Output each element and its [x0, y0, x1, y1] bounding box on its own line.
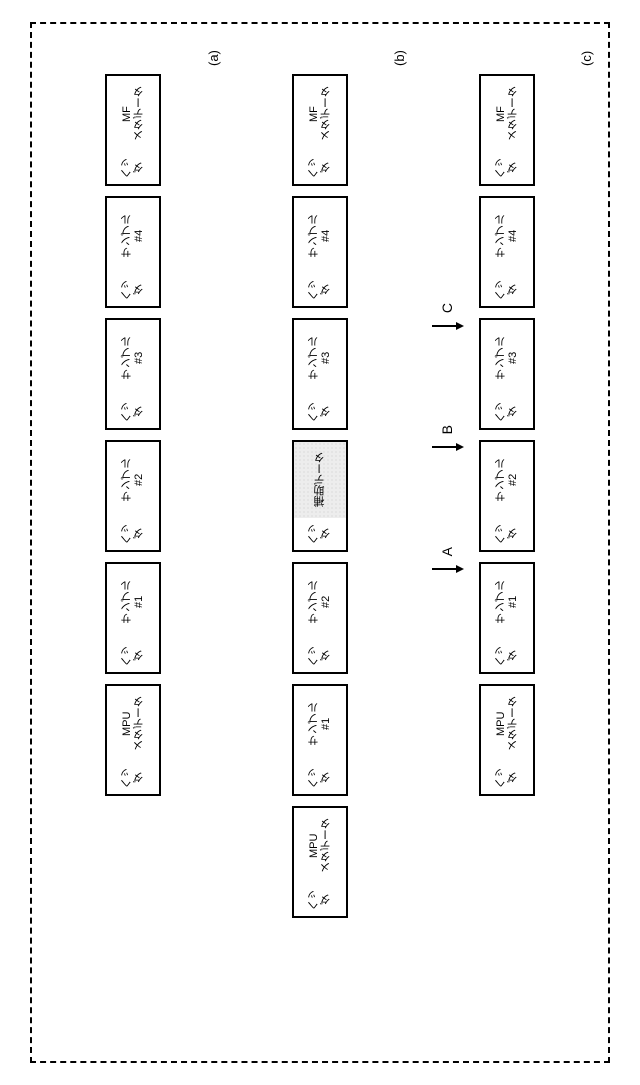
header-cell: ヘッダ: [105, 640, 161, 674]
header-cell: ヘッダ: [479, 640, 535, 674]
body-cell: サンプル #4: [479, 196, 535, 274]
unit: ヘッダ サンプル #2: [479, 440, 535, 552]
body-cell: サンプル #2: [292, 562, 348, 640]
header-cell: ヘッダ: [292, 152, 348, 186]
arrow-icon: [430, 317, 464, 335]
arrow-icon: [430, 438, 464, 456]
body-cell: サンプル #1: [105, 562, 161, 640]
header-cell: ヘッダ: [479, 518, 535, 552]
column-b: (b) ヘッダ MPU メタデータ ヘッダ サンプル #1 ヘッダ サンプル #…: [227, 46, 414, 1039]
unit: ヘッダ サンプル #2: [105, 440, 161, 552]
marker-label: C: [439, 303, 455, 313]
unit: ヘッダ MPU メタデータ: [479, 684, 535, 796]
body-cell: MF メタデータ: [292, 74, 348, 152]
body-cell: サンプル #3: [479, 318, 535, 396]
body-cell: MPU メタデータ: [105, 684, 161, 762]
column-a: (a) ヘッダ MPU メタデータ ヘッダ サンプル #1 ヘッダ サンプル #…: [40, 46, 227, 1039]
body-cell: MPU メタデータ: [479, 684, 535, 762]
marker-b: B: [419, 425, 475, 456]
unit: ヘッダ MF メタデータ: [105, 74, 161, 186]
unit-stack: ヘッダ MPU メタデータ ヘッダ サンプル #1 ヘッダ サンプル #2 ヘッ…: [105, 74, 161, 796]
header-cell: ヘッダ: [292, 640, 348, 674]
header-cell: ヘッダ: [292, 518, 348, 552]
unit: ヘッダ サンプル #1: [479, 562, 535, 674]
page: (a) ヘッダ MPU メタデータ ヘッダ サンプル #1 ヘッダ サンプル #…: [0, 0, 640, 1085]
unit: ヘッダ サンプル #4: [105, 196, 161, 308]
header-cell: ヘッダ: [105, 518, 161, 552]
header-cell: ヘッダ: [292, 396, 348, 430]
unit: ヘッダ サンプル #3: [292, 318, 348, 430]
unit: ヘッダ サンプル #4: [292, 196, 348, 308]
header-cell: ヘッダ: [479, 274, 535, 308]
column-label: (b): [392, 46, 407, 66]
unit-stack: ヘッダ MPU メタデータ ヘッダ サンプル #1 ヘッダ サンプル #2 ヘッ…: [292, 74, 348, 918]
unit: ヘッダ サンプル #2: [292, 562, 348, 674]
header-cell: ヘッダ: [105, 152, 161, 186]
body-cell-aux: 補助データ: [292, 440, 348, 518]
header-cell: ヘッダ: [292, 762, 348, 796]
body-cell: サンプル #4: [105, 196, 161, 274]
unit-aux: ヘッダ 補助データ: [292, 440, 348, 552]
body-cell: サンプル #3: [105, 318, 161, 396]
unit: ヘッダ サンプル #1: [292, 684, 348, 796]
marker-label: A: [439, 547, 455, 556]
body-cell: MF メタデータ: [479, 74, 535, 152]
body-cell: MPU メタデータ: [292, 806, 348, 884]
header-cell: ヘッダ: [292, 884, 348, 918]
unit-stack: ヘッダ MPU メタデータ ヘッダ サンプル #1 ヘッダ サンプル #2 ヘッ…: [479, 74, 535, 796]
unit: ヘッダ MPU メタデータ: [105, 684, 161, 796]
unit: ヘッダ MPU メタデータ: [292, 806, 348, 918]
column-label: (c): [579, 46, 594, 66]
column-c: (c) ヘッダ MPU メタデータ ヘッダ サンプル #1 ヘッダ サンプル #…: [413, 46, 600, 1039]
header-cell: ヘッダ: [105, 274, 161, 308]
diagram-frame: (a) ヘッダ MPU メタデータ ヘッダ サンプル #1 ヘッダ サンプル #…: [30, 22, 610, 1063]
header-cell: ヘッダ: [479, 762, 535, 796]
body-cell: サンプル #2: [479, 440, 535, 518]
header-cell: ヘッダ: [479, 152, 535, 186]
unit: ヘッダ サンプル #4: [479, 196, 535, 308]
marker-a: A: [419, 547, 475, 578]
header-cell: ヘッダ: [479, 396, 535, 430]
unit: ヘッダ サンプル #1: [105, 562, 161, 674]
marker-c: C: [419, 303, 475, 335]
header-cell: ヘッダ: [105, 396, 161, 430]
body-cell: サンプル #2: [105, 440, 161, 518]
body-cell: サンプル #1: [292, 684, 348, 762]
unit: ヘッダ サンプル #3: [105, 318, 161, 430]
unit: ヘッダ MF メタデータ: [479, 74, 535, 186]
column-label: (a): [206, 46, 221, 66]
arrow-icon: [430, 560, 464, 578]
marker-label: B: [439, 425, 455, 434]
header-cell: ヘッダ: [292, 274, 348, 308]
unit: ヘッダ MF メタデータ: [292, 74, 348, 186]
unit: ヘッダ サンプル #3: [479, 318, 535, 430]
body-cell: サンプル #1: [479, 562, 535, 640]
body-cell: MF メタデータ: [105, 74, 161, 152]
body-cell: サンプル #3: [292, 318, 348, 396]
header-cell: ヘッダ: [105, 762, 161, 796]
body-cell: サンプル #4: [292, 196, 348, 274]
